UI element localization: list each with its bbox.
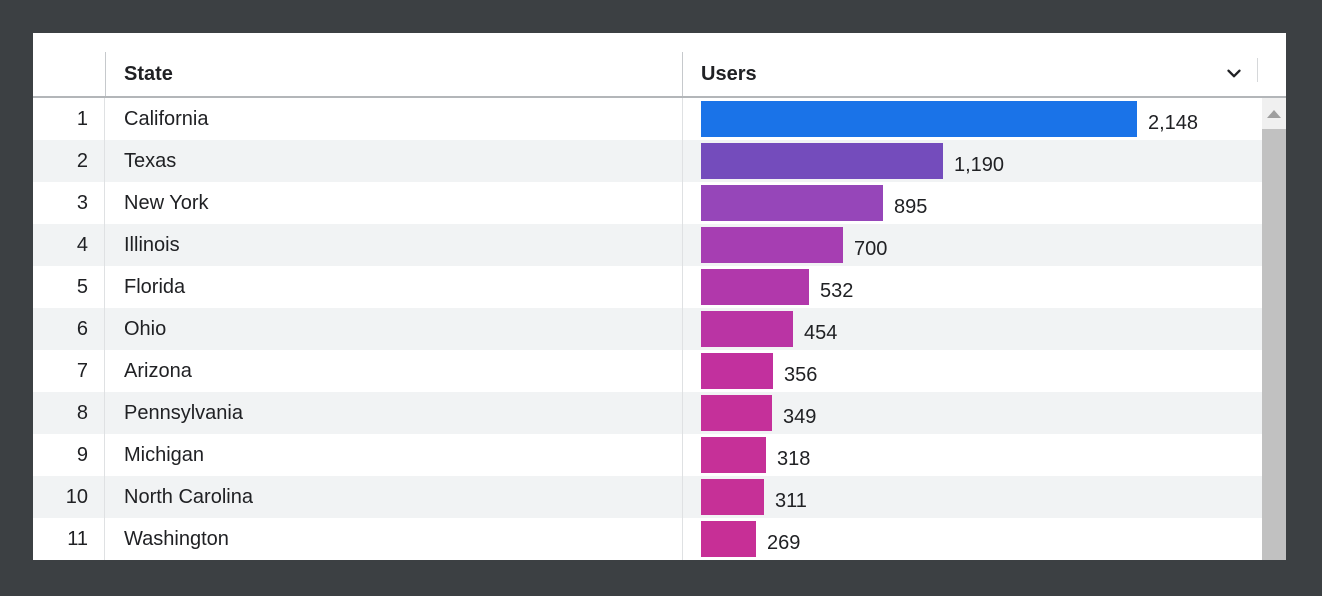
table-row: 10 North Carolina 311 [33, 476, 1286, 518]
users-column-label: Users [701, 63, 757, 85]
users-value-label: 1,190 [954, 153, 1005, 176]
users-bar [701, 227, 843, 263]
users-bar [701, 437, 766, 473]
table-row: 6 Ohio 454 [33, 308, 1286, 350]
table-row: 9 Michigan 318 [33, 434, 1286, 476]
row-rank: 5 [33, 266, 105, 308]
header-divider [1257, 58, 1258, 82]
row-state: New York [124, 191, 209, 214]
users-bar [701, 101, 1137, 137]
row-users-cell: 356 [682, 350, 1286, 392]
state-column-label: State [124, 63, 173, 85]
state-column-header[interactable]: State [105, 33, 682, 96]
users-value-label: 318 [777, 447, 811, 470]
row-rank: 7 [33, 350, 105, 392]
row-users-cell: 269 [682, 518, 1286, 560]
table-body: 1 California 2,148 2 Texas 1,190 3 New Y… [33, 98, 1286, 560]
row-state: Arizona [124, 359, 192, 382]
table-row: 4 Illinois 700 [33, 224, 1286, 266]
table-row: 1 California 2,148 [33, 98, 1286, 140]
users-value-label: 269 [767, 531, 801, 554]
users-by-state-table-card: State Users 1 California 2,148 2 Texas 1… [33, 33, 1286, 560]
users-bar [701, 269, 809, 305]
row-state: Ohio [124, 317, 167, 340]
users-value-label: 532 [820, 279, 854, 302]
row-users-cell: 895 [682, 182, 1286, 224]
row-users-cell: 349 [682, 392, 1286, 434]
row-state: Florida [124, 275, 186, 298]
users-value-label: 349 [783, 405, 817, 428]
users-bar [701, 353, 773, 389]
row-rank: 1 [33, 98, 105, 140]
row-state: Illinois [124, 233, 180, 256]
row-state: Texas [124, 149, 177, 172]
row-rank: 2 [33, 140, 105, 182]
table-row: 3 New York 895 [33, 182, 1286, 224]
row-state: Michigan [124, 443, 205, 466]
chevron-down-icon[interactable] [1223, 62, 1245, 84]
vertical-scrollbar[interactable] [1262, 98, 1286, 560]
users-value-label: 2,148 [1148, 111, 1199, 134]
table-row: 2 Texas 1,190 [33, 140, 1286, 182]
row-users-cell: 311 [682, 476, 1286, 518]
users-value-label: 454 [804, 321, 838, 344]
row-rank: 8 [33, 392, 105, 434]
row-rank: 10 [33, 476, 105, 518]
users-value-label: 356 [784, 363, 818, 386]
users-value-label: 700 [854, 237, 888, 260]
table-row: 7 Arizona 356 [33, 350, 1286, 392]
table-row: 11 Washington 269 [33, 518, 1286, 560]
users-column-header[interactable]: Users [682, 33, 1286, 96]
users-bar [701, 143, 943, 179]
table-header: State Users [33, 33, 1286, 98]
scroll-up-button[interactable] [1262, 98, 1286, 129]
users-value-label: 895 [894, 195, 928, 218]
row-state: California [124, 107, 209, 130]
users-bar [701, 311, 793, 347]
row-rank: 4 [33, 224, 105, 266]
users-bar [701, 521, 756, 557]
row-users-cell: 532 [682, 266, 1286, 308]
rank-column-header [33, 33, 105, 96]
row-state: Pennsylvania [124, 401, 243, 424]
users-value-label: 311 [775, 489, 807, 512]
row-rank: 9 [33, 434, 105, 476]
row-state: North Carolina [124, 485, 253, 508]
triangle-up-icon [1267, 109, 1281, 118]
row-rank: 3 [33, 182, 105, 224]
row-users-cell: 318 [682, 434, 1286, 476]
users-bar [701, 395, 772, 431]
users-bar [701, 185, 883, 221]
table-row: 5 Florida 532 [33, 266, 1286, 308]
row-users-cell: 454 [682, 308, 1286, 350]
scrollbar-thumb[interactable] [1262, 129, 1286, 560]
row-users-cell: 2,148 [682, 98, 1286, 140]
row-users-cell: 700 [682, 224, 1286, 266]
row-users-cell: 1,190 [682, 140, 1286, 182]
row-state: Washington [124, 527, 229, 550]
row-rank: 6 [33, 308, 105, 350]
users-bar [701, 479, 764, 515]
table-row: 8 Pennsylvania 349 [33, 392, 1286, 434]
row-rank: 11 [33, 518, 105, 560]
